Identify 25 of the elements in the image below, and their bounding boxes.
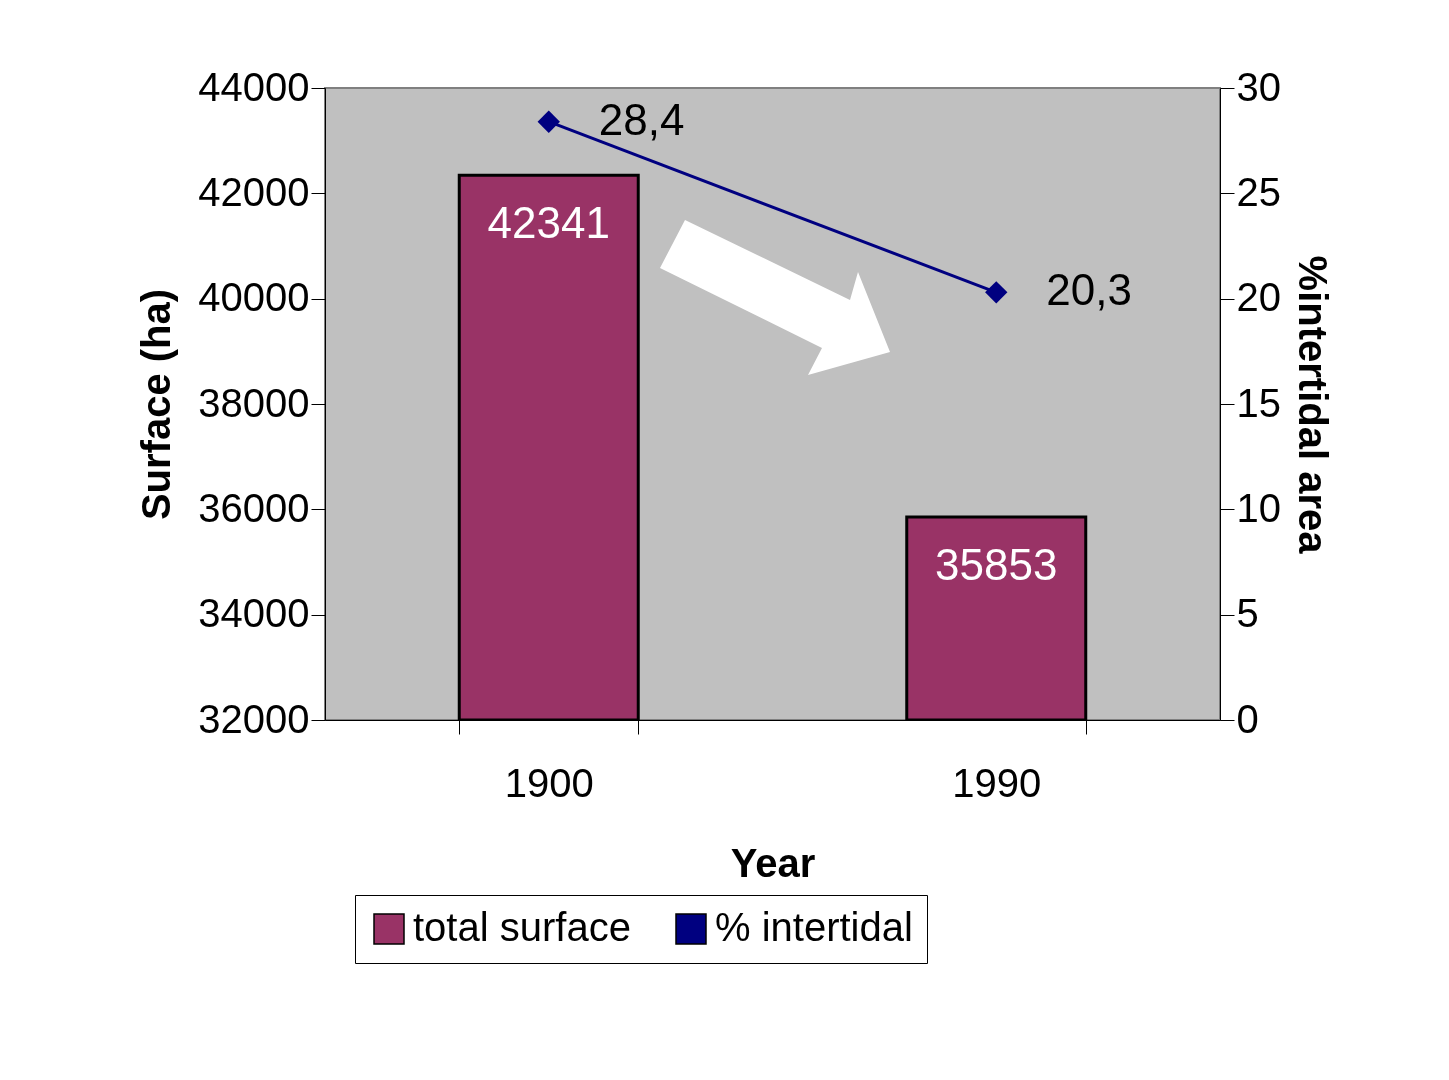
y-tick-label: 36000 bbox=[198, 485, 310, 530]
x-axis-title: Year bbox=[730, 840, 816, 885]
y2-tick-label: 0 bbox=[1236, 696, 1259, 741]
y-tick-label: 32000 bbox=[198, 696, 310, 741]
y2-tick-label: 25 bbox=[1236, 169, 1281, 214]
y-tick-label: 38000 bbox=[198, 380, 310, 425]
y-tick-label: 42000 bbox=[198, 169, 310, 214]
data-label: 35853 bbox=[935, 540, 1058, 590]
y2-tick-label: 30 bbox=[1236, 64, 1281, 109]
data-label: 42341 bbox=[487, 198, 610, 248]
y-axis-title: Surface (ha) bbox=[134, 288, 179, 521]
legend-label: total surface bbox=[413, 905, 631, 949]
y2-tick-label: 20 bbox=[1236, 275, 1281, 320]
legend-label: % intertidal bbox=[715, 905, 913, 949]
y-tick-label: 34000 bbox=[198, 591, 310, 636]
data-label: 28,4 bbox=[598, 94, 685, 144]
x-tick-label: 1900 bbox=[504, 760, 594, 805]
y2-axis-title: %intertidal area bbox=[1290, 255, 1335, 555]
y2-tick-label: 5 bbox=[1236, 591, 1259, 636]
y2-tick-label: 15 bbox=[1236, 380, 1281, 425]
x-tick-label: 1990 bbox=[952, 760, 1042, 805]
data-label: 20,3 bbox=[1046, 265, 1132, 315]
y-tick-label: 44000 bbox=[198, 64, 310, 109]
y-tick-label: 40000 bbox=[198, 275, 310, 320]
y2-tick-label: 10 bbox=[1236, 485, 1281, 530]
